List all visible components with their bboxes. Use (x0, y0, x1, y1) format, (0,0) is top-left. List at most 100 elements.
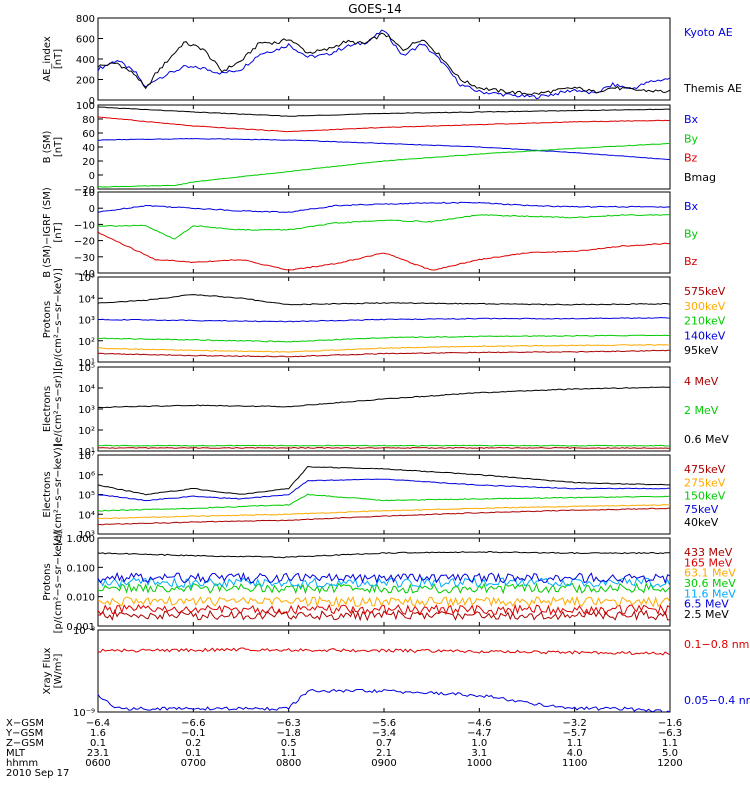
y-axis-label: Electrons (42, 386, 53, 432)
series-line (98, 142, 670, 188)
y-tick-label: 400 (76, 55, 95, 66)
y-tick-label: 0.010 (66, 593, 95, 604)
y-axis-label: [nT] (53, 222, 64, 242)
panel-frame (97, 629, 671, 713)
date-label: 2010 Sep 17 (6, 768, 69, 779)
panel-frame (97, 17, 671, 101)
legend-entry: 0.6 MeV (684, 433, 729, 446)
legend-entry: 433 MeV (684, 546, 733, 559)
y-tick-label: 80 (82, 115, 95, 126)
series-line (98, 294, 670, 306)
series-line (98, 647, 670, 656)
x-axis-value: −3.2 (563, 718, 587, 729)
y-axis-label: B (SM)−IGRF (SM) (42, 187, 53, 278)
x-axis-value: 4.0 (567, 748, 583, 759)
x-axis-value: −1.6 (658, 718, 682, 729)
x-axis-value: 5.0 (662, 748, 678, 759)
legend-entry: 95keV (684, 344, 719, 357)
x-axis-value: 0700 (181, 758, 206, 769)
x-axis-value: −6.3 (277, 718, 301, 729)
series-line (98, 444, 670, 447)
series-line (98, 688, 670, 712)
x-axis-value: 1.1 (567, 738, 583, 749)
series-line (98, 550, 670, 559)
y-axis-label: [W/m²] (53, 653, 64, 688)
y-tick-label: 10⁵ (78, 491, 95, 502)
series-line (98, 504, 670, 520)
x-axis-value: 0.1 (185, 748, 201, 759)
y-tick-label: 10⁵ (78, 363, 95, 374)
x-axis-value: −5.6 (372, 718, 396, 729)
series-line (98, 493, 670, 512)
x-axis-row-label: hhmm (6, 758, 38, 769)
y-tick-label: 10² (78, 337, 95, 348)
y-tick-label: −20 (74, 185, 95, 196)
y-tick-label: 0.001 (66, 622, 95, 633)
y-tick-label: 10⁴ (78, 294, 95, 305)
legend-entry: 63.1 MeV (684, 567, 736, 580)
legend-entry: Bmag (684, 171, 716, 184)
series-line (98, 214, 670, 240)
legend-entry: 40keV (684, 516, 719, 529)
y-tick-label: 10⁵ (78, 273, 95, 284)
series-line (98, 465, 670, 496)
x-axis-value: 1.1 (281, 748, 297, 759)
x-axis-value: 0900 (371, 758, 396, 769)
y-axis-label: [nT] (53, 137, 64, 157)
x-axis-value: 1.1 (662, 738, 678, 749)
y-axis-label: Protons (42, 301, 53, 338)
legend-entry: Bx (684, 200, 699, 213)
series-line (98, 478, 670, 502)
panel-frame (97, 104, 671, 190)
y-tick-label: 600 (76, 35, 95, 46)
legend-entry: 30.6 MeV (684, 577, 736, 590)
legend-entry: 165 MeV (684, 556, 733, 569)
legend-entry: Bz (684, 255, 698, 268)
x-axis-value: 3.1 (471, 748, 487, 759)
y-tick-label: 10³ (78, 316, 95, 327)
legend-entry: 210keV (684, 315, 726, 328)
x-axis-value: 0.2 (185, 738, 201, 749)
y-axis-label: Protons (42, 563, 53, 600)
x-axis-value: −3.4 (372, 728, 396, 739)
y-axis-label: AE_index (42, 36, 53, 82)
x-axis-value: 23.1 (87, 748, 109, 759)
legend-entry: 575keV (684, 285, 726, 298)
series-line (98, 116, 670, 133)
x-axis-value: −4.6 (467, 718, 491, 729)
x-axis-value: 1.0 (471, 738, 487, 749)
x-axis-value: 0.5 (281, 738, 297, 749)
x-axis-value: −6.3 (658, 728, 682, 739)
y-tick-label: 1.000 (66, 534, 95, 545)
series-line (98, 343, 670, 353)
series-line (98, 608, 670, 622)
x-axis-value: 0800 (276, 758, 301, 769)
series-line (98, 581, 670, 595)
y-tick-label: 10⁷ (78, 451, 95, 462)
series-line (98, 334, 670, 343)
y-tick-label: 0 (89, 171, 95, 182)
series-line (98, 29, 670, 100)
x-axis-value: 1.6 (90, 728, 106, 739)
series-line (98, 595, 670, 609)
legend-entry: 2.5 MeV (684, 608, 729, 621)
x-axis-value: 0600 (85, 758, 110, 769)
series-line (98, 231, 670, 271)
y-tick-label: 10³ (78, 405, 95, 416)
y-tick-label: −20 (74, 237, 95, 248)
legend-entry: By (684, 132, 699, 145)
x-axis-value: −4.7 (467, 728, 491, 739)
y-tick-label: 10⁻⁹ (73, 708, 95, 719)
x-axis-value: −1.8 (277, 728, 301, 739)
series-line (98, 446, 670, 449)
x-axis-row-label: Y−GSM (5, 728, 43, 739)
x-axis-row-label: MLT (6, 748, 26, 759)
series-line (98, 106, 670, 117)
legend-entry: 2 MeV (684, 404, 719, 417)
legend-entry: 6.5 MeV (684, 598, 729, 611)
x-axis-value: −6.6 (181, 718, 205, 729)
series-line (98, 507, 670, 526)
y-tick-label: 40 (82, 143, 95, 154)
y-tick-label: 10² (78, 426, 95, 437)
